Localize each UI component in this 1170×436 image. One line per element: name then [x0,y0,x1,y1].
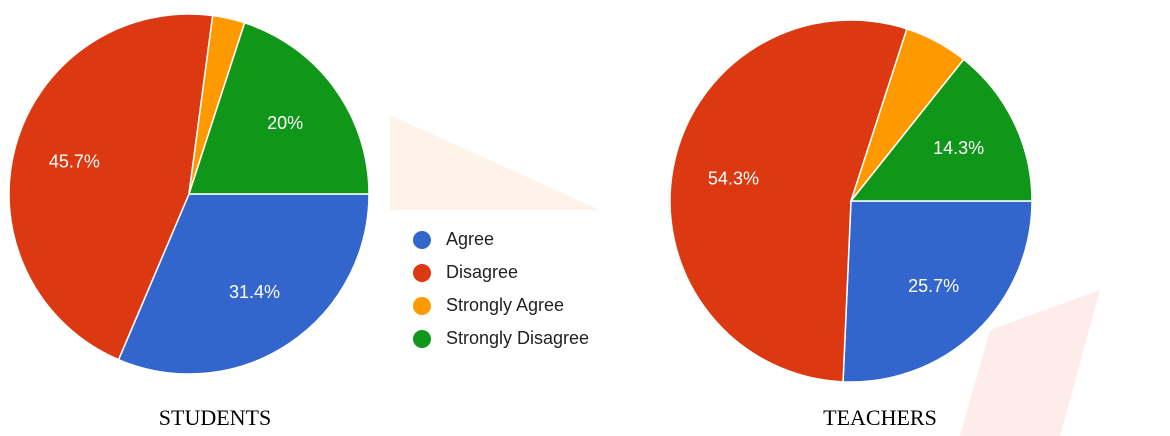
slice-label: 25.7% [908,276,959,296]
watermark [390,115,600,210]
slice-label: 20% [267,113,303,133]
legend-swatch [413,231,431,249]
legend-label: Agree [446,229,494,249]
chart-title: TEACHERS [823,405,937,430]
watermark [960,290,1100,436]
pie-slice [669,19,908,383]
legend-swatch [413,264,431,282]
slice-label: 31.4% [229,282,280,302]
legend-swatch [413,330,431,348]
legend-swatch [413,297,431,315]
legend-label: Strongly Agree [446,295,564,315]
legend-label: Strongly Disagree [446,328,589,348]
chart-title: STUDENTS [159,405,271,430]
pie-slice [117,193,370,375]
pie-slice [8,13,214,361]
pie-slice [187,21,370,195]
pie-slice [849,58,1033,202]
legend-label: Disagree [446,262,518,282]
slice-label: 45.7% [49,151,100,171]
slice-label: 54.3% [708,168,759,188]
slice-label: 14.3% [933,138,984,158]
legend-box [390,210,650,370]
pie-slice [842,200,1033,383]
